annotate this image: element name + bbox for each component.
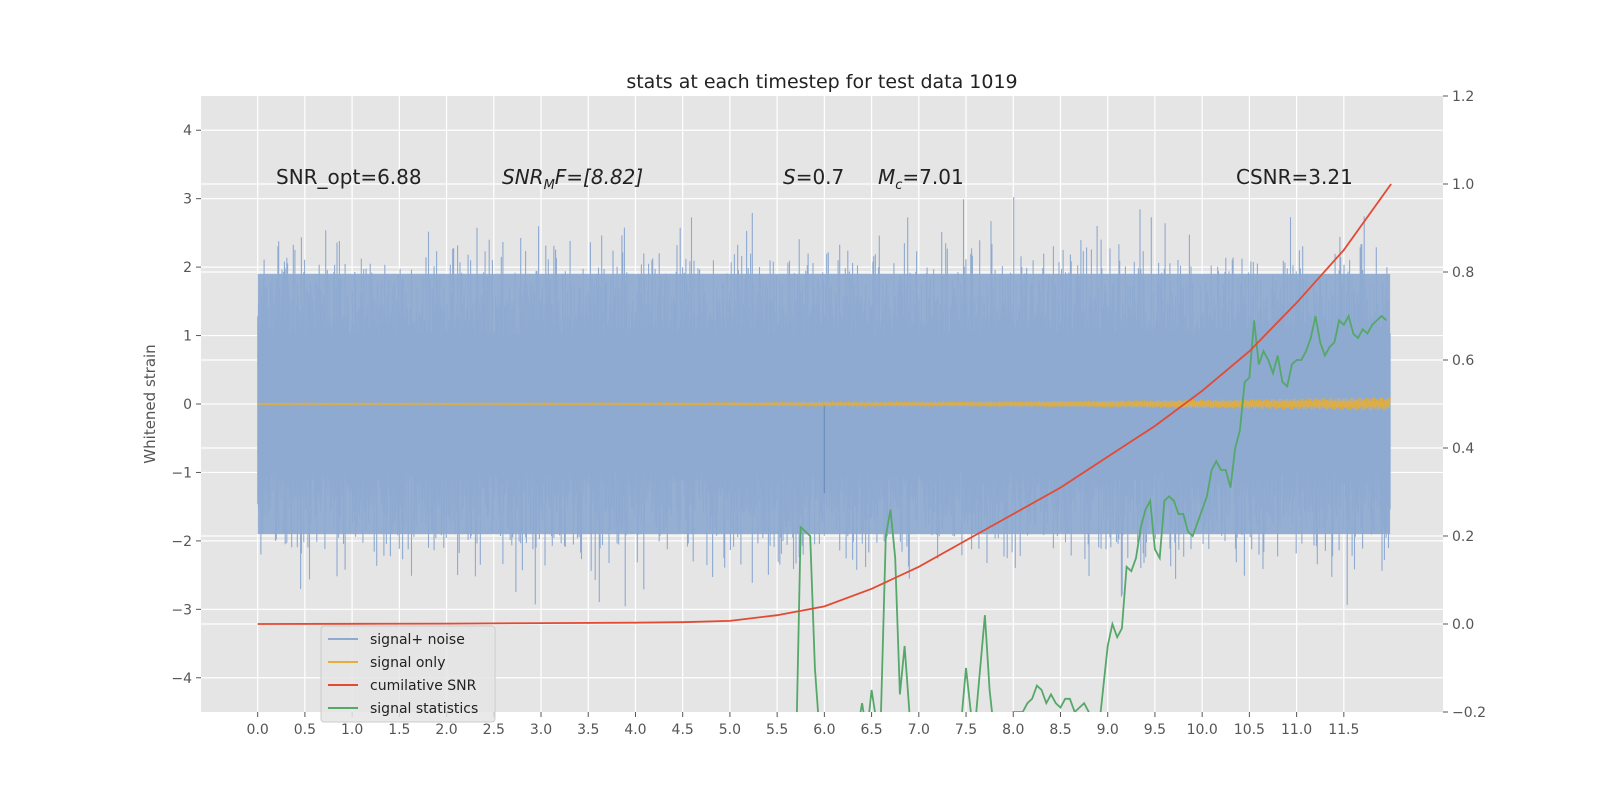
y2-tick-label: 0.0 — [1452, 617, 1474, 633]
legend-label-cumulative-snr: cumilative SNR — [370, 678, 477, 694]
y-tick-label: 0 — [183, 397, 192, 413]
y-tick-label: −4 — [171, 671, 192, 687]
y2-tick-label: 0.4 — [1452, 441, 1474, 457]
annotation-chirp-mass: Mc=7.01 — [878, 165, 964, 193]
y-tick-label: 2 — [183, 260, 192, 276]
x-tick-label: 2.5 — [483, 722, 505, 738]
x-tick-label: 6.0 — [813, 722, 835, 738]
x-tick-label: 1.5 — [388, 722, 410, 738]
x-tick-label: 1.0 — [341, 722, 363, 738]
y2-tick-label: 0.8 — [1452, 265, 1474, 281]
y-tick-label: −3 — [171, 602, 192, 618]
x-tick-label: 0.0 — [247, 722, 269, 738]
right-axis-series — [257, 183, 1392, 712]
x-tick-label: 4.5 — [672, 722, 694, 738]
signal-only-series — [257, 397, 1391, 411]
y2-tick-label: −0.2 — [1452, 705, 1486, 721]
y2-tick-label: 1.2 — [1452, 89, 1474, 105]
annotations: SNR_opt=6.88 SNRMF=[8.82] S=0.7 Mc=7.01 … — [276, 165, 1353, 193]
cumulative-snr-line — [257, 183, 1392, 625]
x-tick-label: 6.5 — [860, 722, 882, 738]
x-tick-label: 5.0 — [719, 722, 741, 738]
x-tick-label: 3.0 — [530, 722, 552, 738]
x-tick-label: 8.0 — [1002, 722, 1024, 738]
y-tick-label: −1 — [171, 465, 192, 481]
signal-trace — [257, 397, 1391, 411]
y2-tick-label: 0.2 — [1452, 529, 1474, 545]
y-tick-label: −2 — [171, 534, 192, 550]
y-tick-label: 4 — [183, 123, 192, 139]
annotation-snr-opt: SNR_opt=6.88 — [276, 165, 422, 189]
x-tick-label: 9.0 — [1097, 722, 1119, 738]
x-tick-label: 4.0 — [624, 722, 646, 738]
signal-statistics-line — [796, 313, 1387, 712]
annotation-snr-mf: SNRMF=[8.82] — [502, 165, 643, 193]
x-tick-label: 0.5 — [294, 722, 316, 738]
legend-label-signal-noise: signal+ noise — [370, 632, 465, 648]
x-tick-label: 3.5 — [577, 722, 599, 738]
annotation-csnr: CSNR=3.21 — [1236, 165, 1353, 189]
axes: 0.0 0.5 1.0 1.5 2.0 2.5 3.0 3.5 4.0 4.5 5.0 5.5 6.0 6… — [171, 89, 1486, 738]
x-tick-label: 8.5 — [1049, 722, 1071, 738]
x-tick-label: 7.0 — [908, 722, 930, 738]
legend-label-signal-statistics: signal statistics — [370, 701, 478, 717]
x-tick-label: 9.5 — [1144, 722, 1166, 738]
x-tick-label: 11.5 — [1328, 722, 1359, 738]
chart-title: stats at each timestep for test data 101… — [626, 71, 1017, 93]
legend: signal+ noise signal only cumilative SNR… — [320, 625, 496, 723]
x-tick-label: 2.0 — [435, 722, 457, 738]
annotation-spin: S=0.7 — [783, 165, 844, 189]
x-tick-label: 11.0 — [1281, 722, 1312, 738]
y-axis-label: Whitened strain — [141, 344, 159, 463]
y-tick-label: 3 — [183, 192, 192, 208]
legend-box — [320, 625, 496, 723]
y-tick-label: 1 — [183, 329, 192, 345]
legend-label-signal-only: signal only — [370, 655, 445, 671]
x-tick-label: 7.5 — [955, 722, 977, 738]
y2-tick-label: 0.6 — [1452, 353, 1474, 369]
x-tick-label: 10.5 — [1234, 722, 1265, 738]
x-tick-label: 10.0 — [1187, 722, 1218, 738]
x-tick-label: 5.5 — [766, 722, 788, 738]
y2-tick-label: 1.0 — [1452, 177, 1474, 193]
